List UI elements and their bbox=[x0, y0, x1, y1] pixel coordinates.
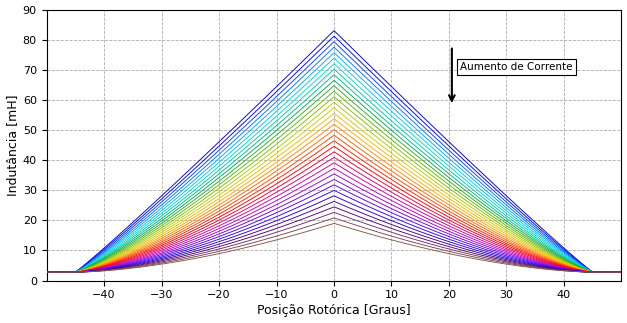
X-axis label: Posição Rotórica [Graus]: Posição Rotórica [Graus] bbox=[257, 305, 411, 318]
Y-axis label: Indutância [mH]: Indutância [mH] bbox=[6, 94, 19, 196]
Text: Aumento de Corrente: Aumento de Corrente bbox=[460, 62, 573, 72]
